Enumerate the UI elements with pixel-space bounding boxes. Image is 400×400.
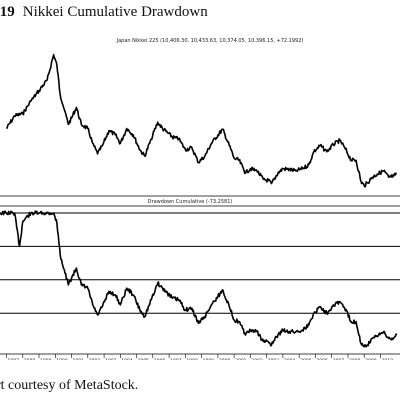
price-panel-title: Japan Nikkei 225 (10,406.30, 10,433.63, … xyxy=(116,38,304,44)
x-tick-label-1992: 1992 xyxy=(89,358,101,360)
x-tick-label-2000: 2000 xyxy=(219,358,231,360)
x-tick-label-1997: 1997 xyxy=(170,358,182,360)
x-tick-label-2001: 2001 xyxy=(235,358,247,360)
x-tick-label-2006: 2006 xyxy=(316,358,328,360)
x-tick-label-1988: 1988 xyxy=(24,358,36,360)
x-tick-label-1993: 1993 xyxy=(105,358,117,360)
figure-caption: rt courtesy of MetaStock. xyxy=(0,378,139,393)
figure-title: Nikkei Cumulative Drawdown xyxy=(22,4,208,20)
x-tick-label-1998: 1998 xyxy=(186,358,198,360)
x-tick-label-1994: 1994 xyxy=(121,358,133,360)
x-tick-label-2004: 2004 xyxy=(284,358,296,360)
x-tick-label-2008: 2008 xyxy=(349,358,361,360)
x-tick-label-2009: 2009 xyxy=(365,358,377,360)
x-tick-label-1995: 1995 xyxy=(138,358,150,360)
x-tick-label-1999: 1999 xyxy=(203,358,215,360)
price-series-line xyxy=(5,53,397,188)
x-tick-label-1991: 1991 xyxy=(73,358,85,360)
drawdown-panel-title: Drawdown Cumulative (-73.2581) xyxy=(147,199,233,205)
nikkei-chart: 1987 1988 1989 1990 1991 1992 1993 1994 1995 1996… xyxy=(0,53,400,360)
x-tick-label-1987: 1987 xyxy=(8,358,20,360)
x-tick-label-2002: 2002 xyxy=(251,358,263,360)
x-tick-label-2005: 2005 xyxy=(300,358,312,360)
x-tick-label-1990: 1990 xyxy=(56,358,68,360)
x-tick-label-1989: 1989 xyxy=(40,358,52,360)
figure-title-block: .19 Nikkei Cumulative Drawdown xyxy=(0,4,208,21)
x-tick-label-2007: 2007 xyxy=(333,358,345,360)
figure-number: .19 xyxy=(0,4,15,20)
x-tick-label-1996: 1996 xyxy=(154,358,166,360)
drawdown-series-line xyxy=(0,210,398,348)
x-tick-label-2003: 2003 xyxy=(268,358,280,360)
x-tick-label-2010: 2010 xyxy=(382,358,394,360)
